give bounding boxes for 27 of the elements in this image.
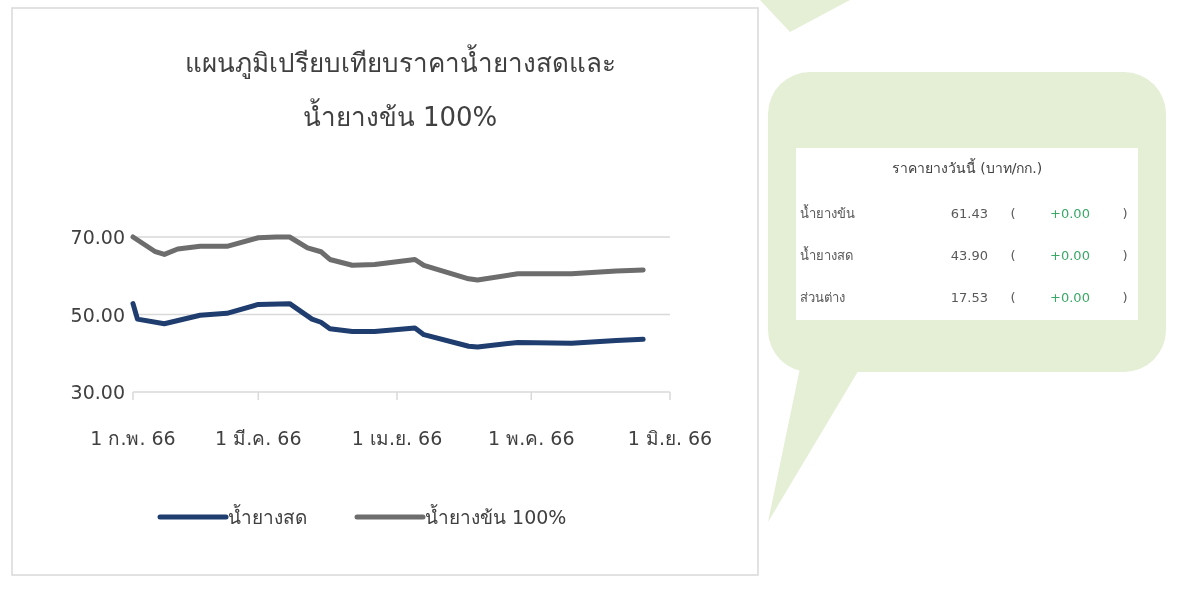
legend-label: น้ำยางข้น 100% [425,504,567,528]
chart-title: แผนภูมิเปรียบเทียบราคาน้ำยางสดและ น้ำยางข้น 100% [184,44,616,132]
x-tick-label: 1 พ.ค. 66 [488,427,575,449]
text: ส่วนต่าง [800,290,845,305]
text: 17.53 [950,290,988,305]
text: +0.00 [1050,248,1090,263]
x-tick-label: 1 มี.ค. 66 [215,427,302,449]
text: ( [1010,248,1016,263]
y-tick-label: 70.00 [70,226,125,248]
text: ( [1010,290,1016,305]
x-tick-label: 1 ก.พ. 66 [90,427,176,449]
text: ราคายางวันนี้ (บาท/กก.) [891,158,1043,176]
text: ( [1010,206,1016,221]
text: +0.00 [1050,206,1090,221]
text: น้ำยางสด [800,246,853,263]
text: +0.00 [1050,290,1090,305]
text: ) [1122,206,1128,221]
text: ) [1122,248,1128,263]
text: 43.90 [950,248,988,263]
x-tick-label: 1 เม.ย. 66 [351,427,443,449]
y-tick-label: 30.00 [70,381,125,403]
x-tick-label: 1 มิ.ย. 66 [627,427,713,449]
y-tick-label: 50.00 [70,303,125,326]
text: น้ำยางข้น [800,204,855,221]
legend-label: น้ำยางสด [228,504,307,528]
text: 61.43 [950,206,988,221]
text: ) [1122,290,1128,305]
